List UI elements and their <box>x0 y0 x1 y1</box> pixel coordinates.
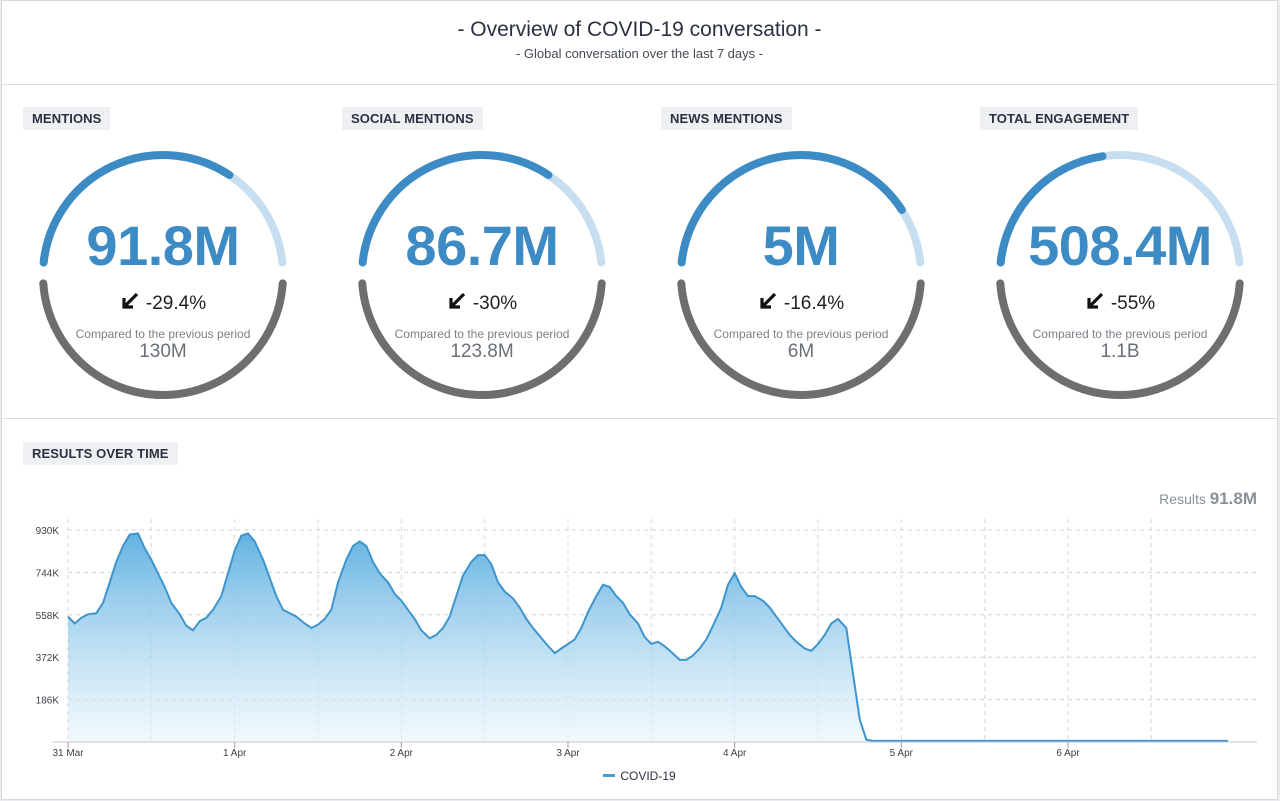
gauge-fill <box>358 151 553 267</box>
gauge-lower-arc <box>677 279 925 400</box>
kpi-label-mentions: MENTIONS <box>23 107 111 130</box>
gauge-fill <box>996 152 1107 267</box>
kpi-card-social-mentions: 86.7M -30% Compared to the previous peri… <box>332 85 632 419</box>
gauge-lower-arc <box>996 279 1244 400</box>
arrow-down-left-icon <box>1087 292 1103 309</box>
kpi-change-value: -30% <box>472 293 518 314</box>
arrow-down-left-icon <box>760 292 777 309</box>
kpi-compare-label: Compared to the previous period <box>394 327 570 341</box>
kpi-change: -30% <box>332 291 632 315</box>
kpi-section: MENTIONS SOCIAL MENTIONS NEWS MENTIONS T… <box>2 85 1277 419</box>
y-tick-label: 558K <box>36 611 60 622</box>
dashboard-subtitle: - Global conversation over the last 7 da… <box>515 46 764 61</box>
kpi-label-news-mentions: NEWS MENTIONS <box>661 107 792 130</box>
x-tick-label: 1 Apr <box>223 748 247 759</box>
arrow-down-left-icon <box>449 292 465 309</box>
kpi-change-value: -55% <box>1110 293 1156 314</box>
gauge-social-mentions <box>358 151 606 400</box>
gauge-fill <box>39 151 234 267</box>
gauge-news-mentions <box>677 151 925 400</box>
kpi-previous-value: 1.1B <box>1100 341 1140 362</box>
kpi-change: -29.4% <box>13 291 313 315</box>
series-line-covid-19[interactable] <box>67 532 1228 742</box>
kpi-change-value: -16.4% <box>783 293 845 314</box>
kpi-card-news-mentions: 5M -16.4% Compared to the previous perio… <box>651 85 951 419</box>
gauge-total-engagement <box>996 151 1244 400</box>
x-tick-label: 2 Apr <box>390 748 414 759</box>
results-total-label: Results <box>1159 491 1206 507</box>
results-over-time-section: RESULTS OVER TIME Results 91.8M 186K 372K… <box>2 419 1277 801</box>
y-tick-label: 186K <box>36 696 60 707</box>
results-over-time-label: RESULTS OVER TIME <box>23 442 178 465</box>
kpi-value: 86.7M <box>405 214 559 277</box>
dashboard-title: - Overview of COVID-19 conversation - <box>457 18 822 41</box>
results-total: Results 91.8M <box>1159 489 1257 509</box>
y-tick-label: 930K <box>36 526 60 537</box>
y-tick-label: 744K <box>36 568 60 579</box>
gauge-mentions <box>39 151 287 400</box>
kpi-card-mentions: 91.8M -29.4% Compared to the previous pe… <box>13 85 313 419</box>
gauge-fill <box>677 151 906 267</box>
kpi-change: -55% <box>970 291 1270 315</box>
x-tick-label: 5 Apr <box>890 748 914 759</box>
kpi-previous-value: 130M <box>139 341 187 362</box>
x-tick-label: 6 Apr <box>1056 748 1080 759</box>
legend-label: COVID-19 <box>620 769 676 783</box>
dashboard-header: - Overview of COVID-19 conversation - - … <box>2 1 1277 85</box>
x-tick-label: 4 Apr <box>723 748 747 759</box>
y-tick-label: 372K <box>36 653 60 664</box>
legend-swatch <box>603 774 616 777</box>
kpi-previous-value: 6M <box>787 341 815 362</box>
kpi-value: 91.8M <box>86 214 240 277</box>
kpi-compare-label: Compared to the previous period <box>1032 327 1208 341</box>
kpi-change: -16.4% <box>651 291 951 315</box>
kpi-value: 5M <box>762 214 840 277</box>
gauge-lower-arc <box>358 279 606 400</box>
kpi-value: 508.4M <box>1028 214 1212 277</box>
series-area-covid-19 <box>68 533 1228 742</box>
x-tick-label: 31 Mar <box>52 748 84 759</box>
kpi-label-total-engagement: TOTAL ENGAGEMENT <box>980 107 1139 130</box>
kpi-compare-label: Compared to the previous period <box>75 327 251 341</box>
x-tick-label: 3 Apr <box>556 748 580 759</box>
kpi-previous-value: 123.8M <box>450 341 514 362</box>
kpi-compare-label: Compared to the previous period <box>713 327 889 341</box>
kpi-change-value: -29.4% <box>145 293 207 314</box>
kpi-card-total-engagement: 508.4M -55% Compared to the previous per… <box>970 85 1270 419</box>
results-total-value: 91.8M <box>1209 489 1257 508</box>
gauge-lower-arc <box>39 279 287 400</box>
kpi-label-social-mentions: SOCIAL MENTIONS <box>342 107 483 130</box>
chart-legend[interactable]: COVID-19 <box>2 769 1277 783</box>
results-area-chart[interactable]: 186K 372K 558K 744K 930K 31 Mar 1 Apr 2 Apr 3 Ap… <box>2 419 1279 764</box>
arrow-down-left-icon <box>122 292 139 309</box>
